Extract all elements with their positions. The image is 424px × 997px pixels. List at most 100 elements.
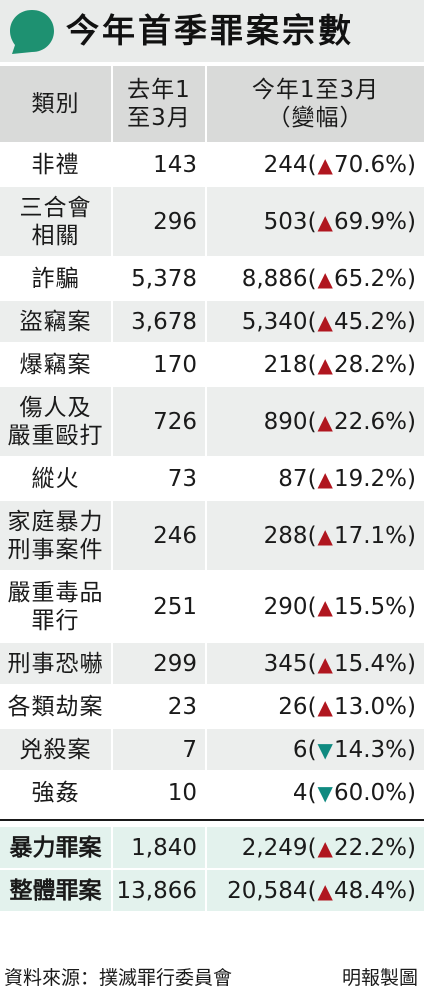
curr-change: 2,249(▲ 22.2%) — [242, 834, 416, 862]
label-line: 暴力罪案 — [9, 834, 102, 861]
prev-value-cell: 246 — [113, 501, 205, 570]
change-percent: 22.6% — [333, 408, 408, 435]
category-cell: 刑事恐嚇 — [0, 643, 111, 684]
curr-value: 218 — [263, 351, 308, 378]
label-line: 去年1 — [127, 77, 191, 103]
prev-value: 13,866 — [116, 877, 197, 904]
prev-value: 296 — [153, 208, 197, 235]
prev-value-cell: 73 — [113, 458, 205, 499]
header-prev: 去年1 至3月 — [113, 66, 205, 142]
curr-value: 290 — [263, 593, 308, 620]
label-line: 強姦 — [31, 779, 80, 806]
curr-value-cell: 4(▼ 60.0%) — [207, 772, 424, 813]
paren-open: ( — [307, 593, 317, 620]
category-lines: 爆竊案 — [20, 351, 92, 379]
paren-open: ( — [307, 650, 317, 677]
paren-close: ) — [407, 877, 416, 904]
table-row: 爆竊案 170 218(▲ 28.2%) — [0, 344, 424, 385]
curr-value-cell: 890(▲ 22.6%) — [207, 387, 424, 456]
category-cell: 嚴重毒品 罪行 — [0, 572, 111, 641]
table-row: 盜竊案 3,678 5,340(▲ 45.2%) — [0, 301, 424, 342]
paren-open: ( — [307, 351, 317, 378]
triangle-up-icon: ▲ — [317, 523, 333, 548]
curr-value-cell: 87(▲ 19.2%) — [207, 458, 424, 499]
header-category-label: 類別 — [31, 91, 80, 117]
paren-close: ) — [407, 208, 416, 235]
speech-bubble-icon — [10, 10, 54, 54]
category-lines: 家庭暴力 刑事案件 — [8, 508, 104, 564]
category-lines: 整體罪案 — [10, 877, 102, 905]
table-row: 強姦 10 4(▼ 60.0%) — [0, 772, 424, 813]
table-row: 刑事恐嚇 299 345(▲ 15.4%) — [0, 643, 424, 684]
table-row: 兇殺案 7 6(▼ 14.3%) — [0, 729, 424, 770]
prev-value-cell: 296 — [113, 187, 205, 256]
curr-value: 244 — [263, 151, 308, 178]
source-note: 資料來源：撲滅罪行委員會 — [4, 967, 233, 989]
change-percent: 15.4% — [333, 650, 408, 677]
category-cell: 三合會 相關 — [0, 187, 111, 256]
category-lines: 傷人及 嚴重毆打 — [8, 394, 104, 450]
label-line: 嚴重毆打 — [7, 422, 104, 449]
header-curr: 今年1至3月 （變幅） — [207, 66, 424, 142]
category-cell: 詐騙 — [0, 258, 111, 299]
curr-value-cell: 8,886(▲ 65.2%) — [207, 258, 424, 299]
curr-change: 503(▲ 69.9%) — [264, 208, 416, 236]
curr-value-cell: 288(▲ 17.1%) — [207, 501, 424, 570]
table-row: 家庭暴力 刑事案件 246 288(▲ 17.1%) — [0, 501, 424, 570]
curr-value-cell: 2,249(▲ 22.2%) — [207, 827, 424, 868]
curr-change: 4(▼ 60.0%) — [293, 779, 416, 807]
category-lines: 各類劫案 — [8, 693, 104, 721]
paren-close: ) — [407, 522, 416, 549]
prev-value: 10 — [167, 779, 197, 806]
paren-open: ( — [307, 465, 317, 492]
header-row: 類別 去年1 至3月 今年1至3月 （變幅） — [0, 66, 424, 142]
paren-close: ) — [407, 779, 416, 806]
label-line: 縱火 — [31, 465, 80, 492]
label-line: 非禮 — [31, 151, 80, 178]
change-percent: 13.0% — [333, 693, 408, 720]
table-row: 傷人及 嚴重毆打 726 890(▲ 22.6%) — [0, 387, 424, 456]
paren-close: ) — [407, 351, 416, 378]
paren-open: ( — [307, 308, 317, 335]
paren-close: ) — [407, 308, 416, 335]
summary-row: 整體罪案 13,866 20,584(▲ 48.4%) — [0, 870, 424, 911]
curr-value: 288 — [263, 522, 308, 549]
curr-value-cell: 290(▲ 15.5%) — [207, 572, 424, 641]
category-cell: 家庭暴力 刑事案件 — [0, 501, 111, 570]
triangle-up-icon: ▲ — [317, 466, 333, 491]
curr-change: 5,340(▲ 45.2%) — [242, 308, 416, 336]
prev-value-cell: 726 — [113, 387, 205, 456]
category-lines: 暴力罪案 — [10, 834, 102, 862]
label-line: 刑事案件 — [7, 536, 104, 563]
triangle-up-icon: ▲ — [317, 309, 333, 334]
prev-value-cell: 299 — [113, 643, 205, 684]
chart-title: 今年首季罪案宗數 — [66, 11, 354, 50]
change-percent: 19.2% — [333, 465, 408, 492]
table-row: 嚴重毒品 罪行 251 290(▲ 15.5%) — [0, 572, 424, 641]
curr-change: 290(▲ 15.5%) — [264, 593, 416, 621]
category-lines: 三合會 相關 — [20, 194, 92, 250]
curr-value-cell: 345(▲ 15.4%) — [207, 643, 424, 684]
curr-change: 890(▲ 22.6%) — [264, 408, 416, 436]
curr-change: 218(▲ 28.2%) — [264, 351, 416, 379]
curr-value: 4 — [292, 779, 308, 806]
prev-value: 3,678 — [131, 308, 197, 335]
label-line: 爆竊案 — [19, 351, 92, 378]
prev-value-cell: 143 — [113, 144, 205, 185]
paren-close: ) — [407, 834, 416, 861]
paren-open: ( — [307, 208, 317, 235]
summary-separator — [0, 819, 424, 821]
category-lines: 盜竊案 — [20, 308, 92, 336]
prev-value: 143 — [153, 151, 197, 178]
triangle-up-icon: ▲ — [317, 209, 333, 234]
paren-close: ) — [407, 265, 416, 292]
category-cell: 暴力罪案 — [0, 827, 111, 868]
curr-value-cell: 218(▲ 28.2%) — [207, 344, 424, 385]
triangle-up-icon: ▲ — [317, 266, 333, 291]
prev-value: 251 — [153, 593, 197, 620]
table-row: 各類劫案 23 26(▲ 13.0%) — [0, 686, 424, 727]
change-percent: 70.6% — [333, 151, 408, 178]
label-line: 傷人及 — [19, 394, 92, 421]
paren-open: ( — [307, 877, 317, 904]
triangle-up-icon: ▲ — [317, 694, 333, 719]
